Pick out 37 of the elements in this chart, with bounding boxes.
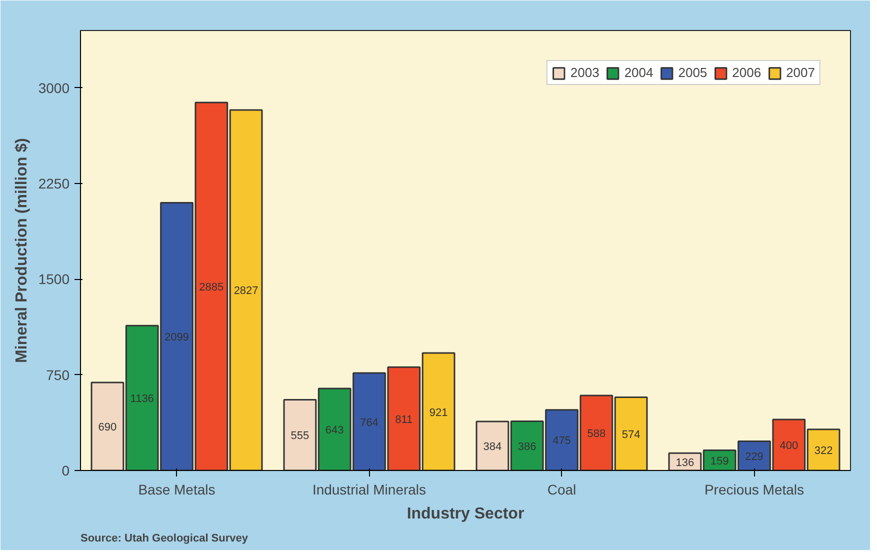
x-axis-title: Industry Sector xyxy=(406,506,524,522)
data-label: 764 xyxy=(360,416,378,429)
legend-label: 2003 xyxy=(570,65,600,80)
source-note: Source: Utah Geological Survey xyxy=(80,532,249,544)
legend-label: 2006 xyxy=(732,65,762,80)
data-label: 1136 xyxy=(130,393,154,406)
data-label: 555 xyxy=(290,430,310,442)
legend-label: 2005 xyxy=(678,65,708,80)
data-label: 229 xyxy=(745,450,764,463)
x-tick-label: Coal xyxy=(547,482,576,498)
x-tick-label: Base Metals xyxy=(138,482,216,498)
legend-label: 2004 xyxy=(624,65,654,80)
data-label: 2885 xyxy=(199,282,224,294)
y-tick-label: 1500 xyxy=(38,271,70,288)
data-label: 2827 xyxy=(234,285,258,298)
x-tick-label: Precious Metals xyxy=(704,482,804,498)
data-label: 588 xyxy=(587,428,606,440)
data-label: 475 xyxy=(552,435,571,448)
data-label: 643 xyxy=(325,424,344,436)
data-label: 386 xyxy=(518,440,536,453)
legend-label: 2007 xyxy=(786,65,815,80)
data-label: 136 xyxy=(676,456,694,469)
y-tick-label: 2250 xyxy=(38,176,70,192)
y-tick-label: 750 xyxy=(46,366,70,383)
data-label: 690 xyxy=(98,422,117,434)
data-label: 2099 xyxy=(164,332,189,344)
data-label: 811 xyxy=(395,414,413,426)
y-tick-label: 3000 xyxy=(38,80,70,96)
data-label: 322 xyxy=(814,444,833,457)
data-label: 384 xyxy=(483,441,502,454)
x-tick-label: Industrial Minerals xyxy=(312,482,426,498)
data-label: 921 xyxy=(429,406,448,419)
data-label: 159 xyxy=(710,455,729,468)
y-axis-title: Mineral Production (million $) xyxy=(13,138,30,363)
y-tick-label: 0 xyxy=(62,462,70,478)
data-label: 400 xyxy=(780,440,798,452)
data-label: 574 xyxy=(622,428,640,441)
